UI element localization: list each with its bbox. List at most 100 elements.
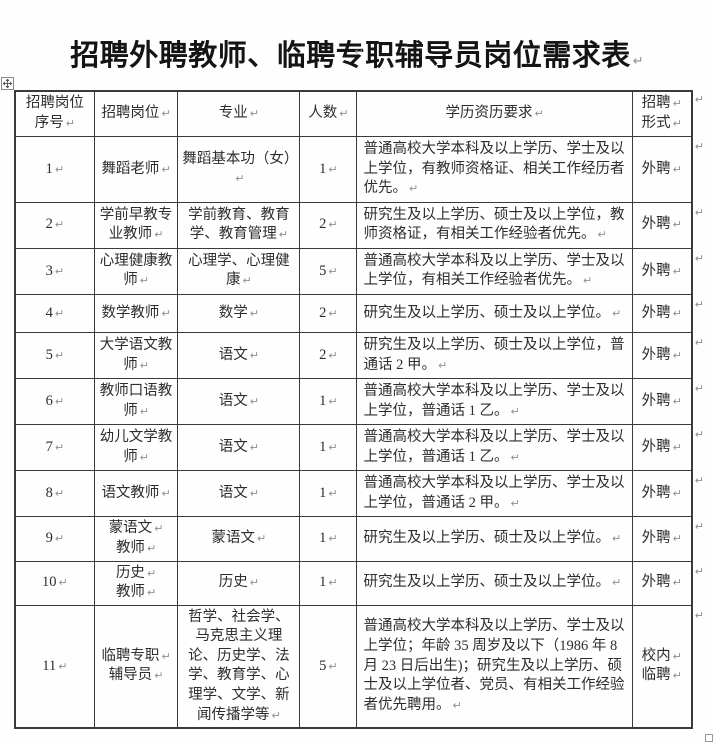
requirement-cell: 研究生及以上学历、硕士及以上学位，教师资格证，有相关工作经验者优先。 ↵ [357,202,633,249]
paragraph-mark-icon: ↵ [139,450,149,464]
row-end-mark-icon: ↵ [694,335,704,349]
paragraph-mark-icon: ↵ [672,117,682,130]
row-end-mark-icon: ↵ [694,205,704,219]
table-row: 4 ↵ 数学教师 ↵ 数学 ↵ 2 ↵ 研究生及以上学历、硕士及以上学位。 ↵ 外聘 ↵ ↵ [14,294,704,333]
paragraph-mark-icon: ↵ [408,182,419,196]
paragraph-mark-icon: ↵ [249,348,259,362]
table-resize-handle[interactable] [705,734,713,742]
seq-cell: 2 ↵ [14,202,95,249]
form-cell: 外聘 ↵ [632,561,693,606]
header-major: 专业 ↵ [178,90,301,137]
paragraph-mark-icon: ↵ [582,274,593,288]
paragraph-mark-icon: ↵ [58,659,68,673]
paragraph-mark-icon: ↵ [328,487,338,501]
paragraph-mark-icon: ↵ [54,264,65,278]
seq-cell: 8 ↵ [14,471,95,518]
requirement-cell: 普通高校大学本科及以上学历、学士及以上学位；年龄 35 周岁及以下（1986 年… [357,605,633,730]
count-cell: 1 ↵ [300,379,358,426]
paragraph-mark-icon: ↵ [354,45,364,58]
table-row: 2 ↵ 学前早教专业教师 ↵ 学前教育、教育学、教育管理 ↵ 2 ↵ 研究生及以上学历、… [14,202,704,249]
paragraph-mark-icon: ↵ [54,394,65,408]
paragraph-mark-icon: ↵ [161,487,171,501]
major-cell: 语文 ↵ [178,379,301,426]
header-seq: 招聘岗位 序号 ↵ [14,90,95,137]
count-cell: 2 ↵ [300,294,358,333]
header-requirement: 学历资历要求 ↵ [357,90,633,137]
requirement-cell: 普通高校大学本科及以上学历、学士及以上学位，有教师资格证、相关工作经历者优先。 ↵ [357,137,633,203]
paragraph-mark-icon: ↵ [249,306,259,320]
paragraph-mark-icon: ↵ [139,358,149,372]
paragraph-mark-icon: ↵ [672,394,682,408]
seq-cell: 11 ↵ [14,605,95,730]
paragraph-mark-icon: ↵ [154,669,164,683]
document-page: ↵ 招聘外聘教师、临聘专职辅导员岗位需求表 ↵ 招聘岗位 序号 ↵ 招聘岗位 ↵ 专业… [0,32,714,742]
paragraph-mark-icon: ↵ [271,708,281,722]
paragraph-mark-icon: ↵ [249,487,259,501]
paragraph-mark-icon: ↵ [161,306,171,320]
table-row: 3 ↵ 心理健康教师 ↵ 心理学、心理健康 ↵ 5 ↵ 普通高校大学本科及以上学历、学士… [14,248,704,295]
major-cell: 历史 ↵ [178,561,301,606]
table-move-handle[interactable] [1,77,14,90]
paragraph-mark-icon: ↵ [672,487,682,501]
major-cell: 学前教育、教育学、教育管理 ↵ [178,202,301,249]
table-row: 8 ↵ 语文教师 ↵ 语文 ↵ 1 ↵ 普通高校大学本科及以上学历、学士及以上学位，普通… [14,471,704,518]
count-cell: 1 ↵ [300,471,358,518]
row-end-mark-icon: ↵ [694,564,704,578]
post-cell: 历史 ↵ 教师 ↵ [94,561,179,606]
requirement-cell: 研究生及以上学历、硕士及以上学位。 ↵ [357,517,633,562]
form-cell: 外聘 ↵ [632,294,693,333]
paragraph-mark-icon: ↵ [632,54,644,69]
paragraph-mark-icon: ↵ [235,172,245,186]
row-end-mark-icon: ↵ [694,140,704,153]
row-end-mark-icon: ↵ [694,93,704,106]
requirement-cell: 研究生及以上学历、硕士及以上学位，普通话 2 甲。 ↵ [357,332,633,380]
count-cell: 1 ↵ [300,137,358,203]
paragraph-mark-icon: ↵ [146,566,157,580]
paragraph-mark-icon: ↵ [328,532,338,546]
post-cell: 幼儿文学教师 ↵ [94,425,179,472]
seq-cell: 1 ↵ [14,137,95,203]
seq-cell: 6 ↵ [14,379,95,426]
paragraph-mark-icon: ↵ [672,576,682,590]
row-end-mark-icon: ↵ [694,297,704,311]
requirements-table: 招聘岗位 序号 ↵ 招聘岗位 ↵ 专业 ↵ 人数 ↵ 学历资历要求 ↵ 招聘 ↵ 形式 ↵ ↵ … [1,77,713,742]
count-cell: 5 ↵ [300,248,358,295]
requirement-cell: 普通高校大学本科及以上学历、学士及以上学位，普通话 2 甲。 ↵ [357,471,633,518]
post-cell: 语文教师 ↵ [94,471,179,518]
requirement-cell: 普通高校大学本科及以上学历、学士及以上学位，普通话 1 乙。 ↵ [357,379,633,426]
paragraph-mark-icon: ↵ [328,264,338,278]
requirement-cell: 研究生及以上学历、硕士及以上学位。 ↵ [357,294,633,333]
form-cell: 外聘 ↵ [632,248,693,295]
post-cell: 舞蹈老师 ↵ [94,137,179,203]
paragraph-mark-icon: ↵ [242,274,252,288]
requirement-cell: 普通高校大学本科及以上学历、学士及以上学位，有相关工作经验者优先。 ↵ [357,248,633,295]
seq-cell: 9 ↵ [14,517,95,562]
paragraph-mark-icon: ↵ [672,669,682,683]
paragraph-mark-icon: ↵ [328,306,338,320]
paragraph-mark-icon: ↵ [597,228,607,242]
paragraph-mark-icon: ↵ [58,576,68,590]
paragraph-mark-icon: ↵ [339,107,349,121]
count-cell: 1 ↵ [300,517,358,562]
table-row: 9 ↵ 蒙语文 ↵ 教师 ↵ 蒙语文 ↵ 1 ↵ 研究生及以上学历、硕士及以上学位。 ↵ 外聘… [14,517,704,562]
paragraph-mark-icon: ↵ [672,348,682,362]
post-cell: 蒙语文 ↵ 教师 ↵ [94,517,179,562]
post-cell: 临聘专职 ↵ 辅导员 ↵ [94,605,179,730]
major-cell: 语文 ↵ [178,332,301,380]
form-cell: 外聘 ↵ [632,425,693,472]
table-row: 5 ↵ 大学语文教师 ↵ 语文 ↵ 2 ↵ 研究生及以上学历、硕士及以上学位，普通话 2… [14,332,704,380]
major-cell: 语文 ↵ [178,425,301,472]
paragraph-mark-icon: ↵ [54,162,65,176]
paragraph-mark-icon: ↵ [328,394,338,408]
row-end-mark-icon: ↵ [694,474,704,488]
count-cell: 1 ↵ [300,425,358,472]
table-row: 6 ↵ 教师口语教师 ↵ 语文 ↵ 1 ↵ 普通高校大学本科及以上学历、学士及以上学位，… [14,379,704,426]
paragraph-mark-icon: ↵ [54,440,65,454]
post-cell: 数学教师 ↵ [94,294,179,333]
paragraph-mark-icon: ↵ [672,218,682,232]
table-row: 1 ↵ 舞蹈老师 ↵ 舞蹈基本功（女）↵ 1 ↵ 普通高校大学本科及以上学历、学士及以… [14,137,704,203]
table-header-row: 招聘岗位 序号 ↵ 招聘岗位 ↵ 专业 ↵ 人数 ↵ 学历资历要求 ↵ 招聘 ↵ 形式 ↵ ↵ [14,90,704,137]
paragraph-mark-icon: ↵ [328,162,338,176]
form-cell: 外聘 ↵ [632,137,693,203]
row-end-mark-icon: ↵ [694,608,704,622]
